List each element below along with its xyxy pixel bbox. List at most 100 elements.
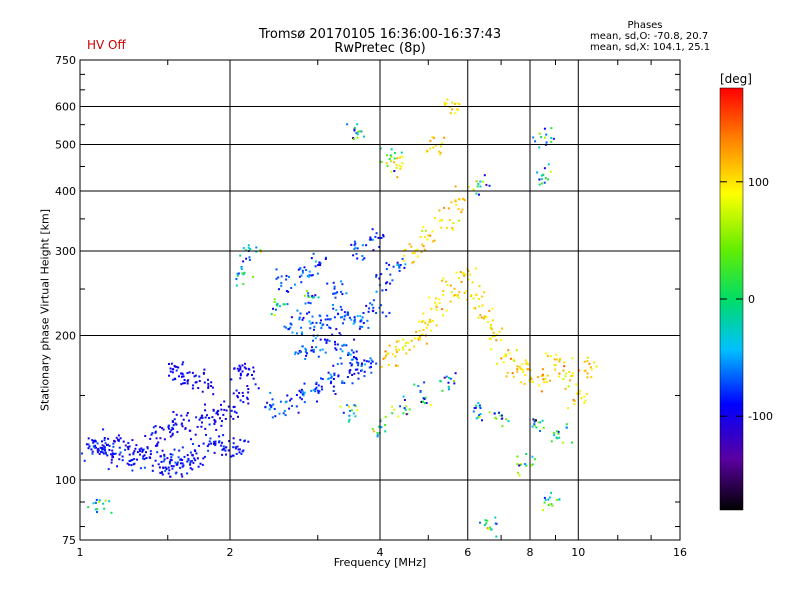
data-point — [94, 444, 96, 447]
data-point — [198, 375, 201, 378]
data-point — [405, 352, 408, 355]
data-point — [407, 341, 410, 344]
data-point — [249, 248, 252, 250]
data-point — [227, 405, 230, 408]
data-point — [375, 275, 378, 278]
data-point — [305, 289, 308, 292]
data-point — [221, 441, 223, 444]
data-point — [247, 440, 250, 443]
data-point — [396, 157, 399, 160]
data-point — [405, 341, 407, 344]
data-point — [398, 348, 401, 351]
data-point — [151, 432, 154, 435]
data-point — [519, 367, 522, 370]
data-point — [240, 267, 243, 269]
data-point — [393, 157, 396, 160]
y-tick-label: 200 — [55, 330, 76, 343]
data-point — [580, 397, 583, 400]
data-point — [573, 400, 576, 402]
data-point — [478, 404, 481, 407]
data-point — [149, 450, 152, 453]
data-point — [102, 452, 105, 455]
data-point — [456, 294, 458, 297]
data-point — [168, 469, 171, 472]
data-point — [200, 425, 203, 428]
data-point — [159, 437, 162, 440]
data-point — [91, 450, 94, 453]
data-point — [434, 144, 437, 147]
data-point — [470, 295, 473, 298]
data-point — [115, 436, 118, 439]
data-point — [525, 362, 528, 365]
data-point — [220, 444, 223, 447]
data-point — [144, 435, 147, 437]
data-point — [429, 147, 432, 150]
data-point — [426, 149, 429, 152]
data-point — [543, 167, 546, 170]
data-point — [168, 462, 171, 465]
data-point — [458, 219, 461, 222]
data-point — [491, 307, 494, 310]
data-point — [565, 426, 568, 429]
data-point — [326, 314, 329, 317]
data-point — [371, 427, 374, 430]
data-point — [482, 317, 485, 320]
data-point — [441, 389, 444, 392]
data-point — [207, 449, 210, 452]
data-point — [449, 112, 452, 115]
data-point — [317, 391, 320, 394]
data-point — [500, 339, 503, 342]
data-point — [289, 326, 292, 329]
data-point — [209, 437, 212, 440]
data-point — [416, 337, 419, 340]
data-point — [189, 467, 192, 470]
data-point — [303, 391, 306, 394]
data-point — [352, 254, 355, 257]
data-point — [361, 369, 363, 372]
data-point — [336, 343, 339, 346]
data-point — [337, 375, 340, 378]
data-point — [340, 362, 343, 365]
data-point — [194, 433, 197, 436]
data-point — [550, 137, 553, 139]
data-point — [403, 399, 406, 401]
data-point — [585, 393, 588, 396]
data-point — [340, 308, 343, 311]
data-point — [321, 388, 324, 391]
data-point — [312, 350, 315, 353]
data-point — [554, 368, 557, 371]
data-point — [333, 316, 336, 319]
data-point — [441, 279, 443, 282]
data-point — [324, 318, 327, 321]
data-point — [521, 368, 524, 371]
data-point — [242, 395, 245, 397]
data-point — [555, 436, 558, 439]
data-point — [241, 391, 244, 394]
data-point — [206, 414, 208, 417]
data-point — [402, 348, 405, 351]
data-point — [145, 457, 148, 459]
data-point — [471, 281, 474, 284]
data-point — [199, 416, 202, 419]
data-point — [457, 296, 460, 299]
data-point — [564, 387, 567, 390]
data-point — [397, 340, 400, 343]
data-point — [411, 261, 414, 264]
data-point — [221, 420, 223, 423]
data-point — [83, 459, 86, 462]
data-point — [379, 147, 382, 150]
data-point — [355, 358, 358, 361]
data-point — [291, 331, 294, 334]
data-point — [242, 273, 245, 276]
data-point — [385, 162, 388, 165]
data-point — [345, 344, 348, 347]
data-point — [455, 271, 458, 274]
data-point — [583, 360, 586, 363]
data-point — [300, 281, 303, 284]
data-point — [348, 369, 351, 372]
data-point — [318, 390, 321, 393]
data-point — [586, 360, 589, 362]
data-point — [203, 455, 206, 458]
data-point — [544, 136, 547, 139]
data-point — [298, 318, 301, 321]
